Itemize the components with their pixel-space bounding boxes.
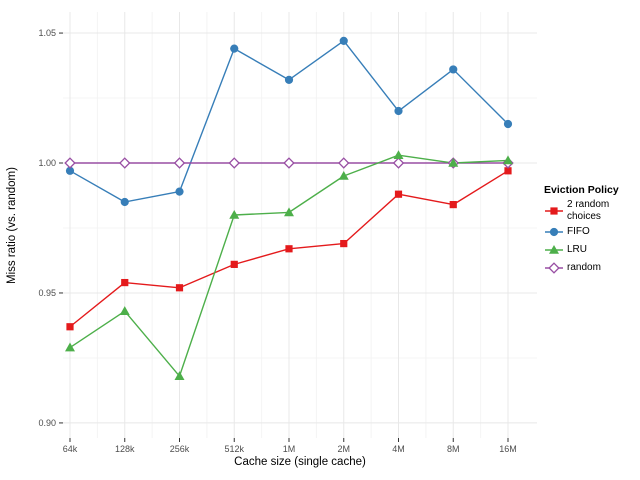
y-tick-label: 0.95 — [38, 288, 56, 298]
triangle-marker — [549, 245, 559, 254]
diamond-open-marker — [338, 157, 350, 169]
circle-marker — [549, 227, 559, 237]
legend-title: Eviction Policy — [544, 184, 619, 196]
triangle-marker — [393, 150, 404, 160]
y-tick-label: 1.05 — [38, 28, 56, 38]
diamond-open-marker — [392, 157, 405, 169]
legend-label: random — [567, 262, 601, 274]
y-tick-label: 0.90 — [38, 418, 56, 428]
square-marker — [285, 245, 293, 253]
triangle-marker — [119, 306, 130, 315]
diamond-open-marker — [548, 262, 560, 274]
legend-item-random: random — [544, 260, 638, 276]
triangle-marker — [229, 209, 240, 219]
square-marker — [504, 167, 512, 175]
x-axis-title: Cache size (single cache) — [234, 456, 366, 468]
legend: Eviction Policy 2 random choices FIFO LRU r… — [544, 184, 638, 278]
x-tick-label: 16M — [499, 444, 517, 454]
circle-marker — [503, 119, 513, 129]
circle-marker — [120, 197, 129, 207]
square-marker — [550, 206, 558, 215]
circle-marker — [284, 75, 294, 84]
circle-marker — [65, 166, 75, 175]
diamond-open-marker — [228, 157, 240, 169]
x-tick-label: 4M — [392, 444, 405, 454]
legend-label: FIFO — [567, 226, 590, 238]
legend-key-diamond-open-icon — [545, 262, 563, 274]
legend-item-FIFO: FIFO — [544, 224, 638, 240]
triangle-marker — [503, 155, 513, 165]
y-axis-title: Miss ratio (vs. random) — [6, 167, 18, 285]
diamond-open-marker — [173, 157, 186, 169]
x-tick-label: 128k — [115, 444, 135, 454]
legend-item-2-random-choices: 2 random choices — [544, 199, 638, 222]
triangle-marker — [174, 371, 185, 380]
legend-key-square-icon — [545, 206, 563, 215]
square-marker — [121, 278, 129, 287]
square-marker — [230, 260, 238, 268]
legend-label: LRU — [567, 244, 588, 256]
x-tick-label: 256k — [170, 444, 190, 454]
diamond-open-marker — [283, 157, 295, 169]
square-marker — [340, 239, 348, 248]
triangle-marker — [338, 171, 349, 180]
triangle-marker — [65, 342, 75, 352]
x-tick-label: 2M — [337, 444, 350, 454]
triangle-marker — [284, 207, 294, 217]
square-marker — [394, 190, 403, 198]
legend-item-LRU: LRU — [544, 242, 638, 258]
circle-marker — [230, 44, 239, 53]
circle-marker — [449, 65, 458, 74]
triangle-marker — [448, 158, 459, 167]
legend-key-circle-icon — [545, 227, 563, 237]
diamond-open-marker — [119, 157, 131, 169]
circle-marker — [339, 36, 348, 45]
x-tick-label: 8M — [447, 444, 460, 454]
square-marker — [175, 284, 184, 292]
legend-key-triangle-icon — [545, 245, 563, 254]
circle-marker — [394, 106, 403, 116]
legend-label: 2 random choices — [567, 199, 610, 222]
circle-marker — [175, 187, 184, 196]
x-tick-label: 512k — [224, 444, 244, 454]
square-marker — [449, 200, 457, 209]
legend-items: 2 random choices FIFO LRU random — [544, 199, 638, 276]
x-tick-label: 1M — [283, 444, 296, 454]
y-tick-label: 1.00 — [38, 158, 56, 168]
x-tick-label: 64k — [63, 444, 78, 454]
diamond-open-marker — [64, 157, 76, 169]
square-marker — [66, 323, 74, 331]
